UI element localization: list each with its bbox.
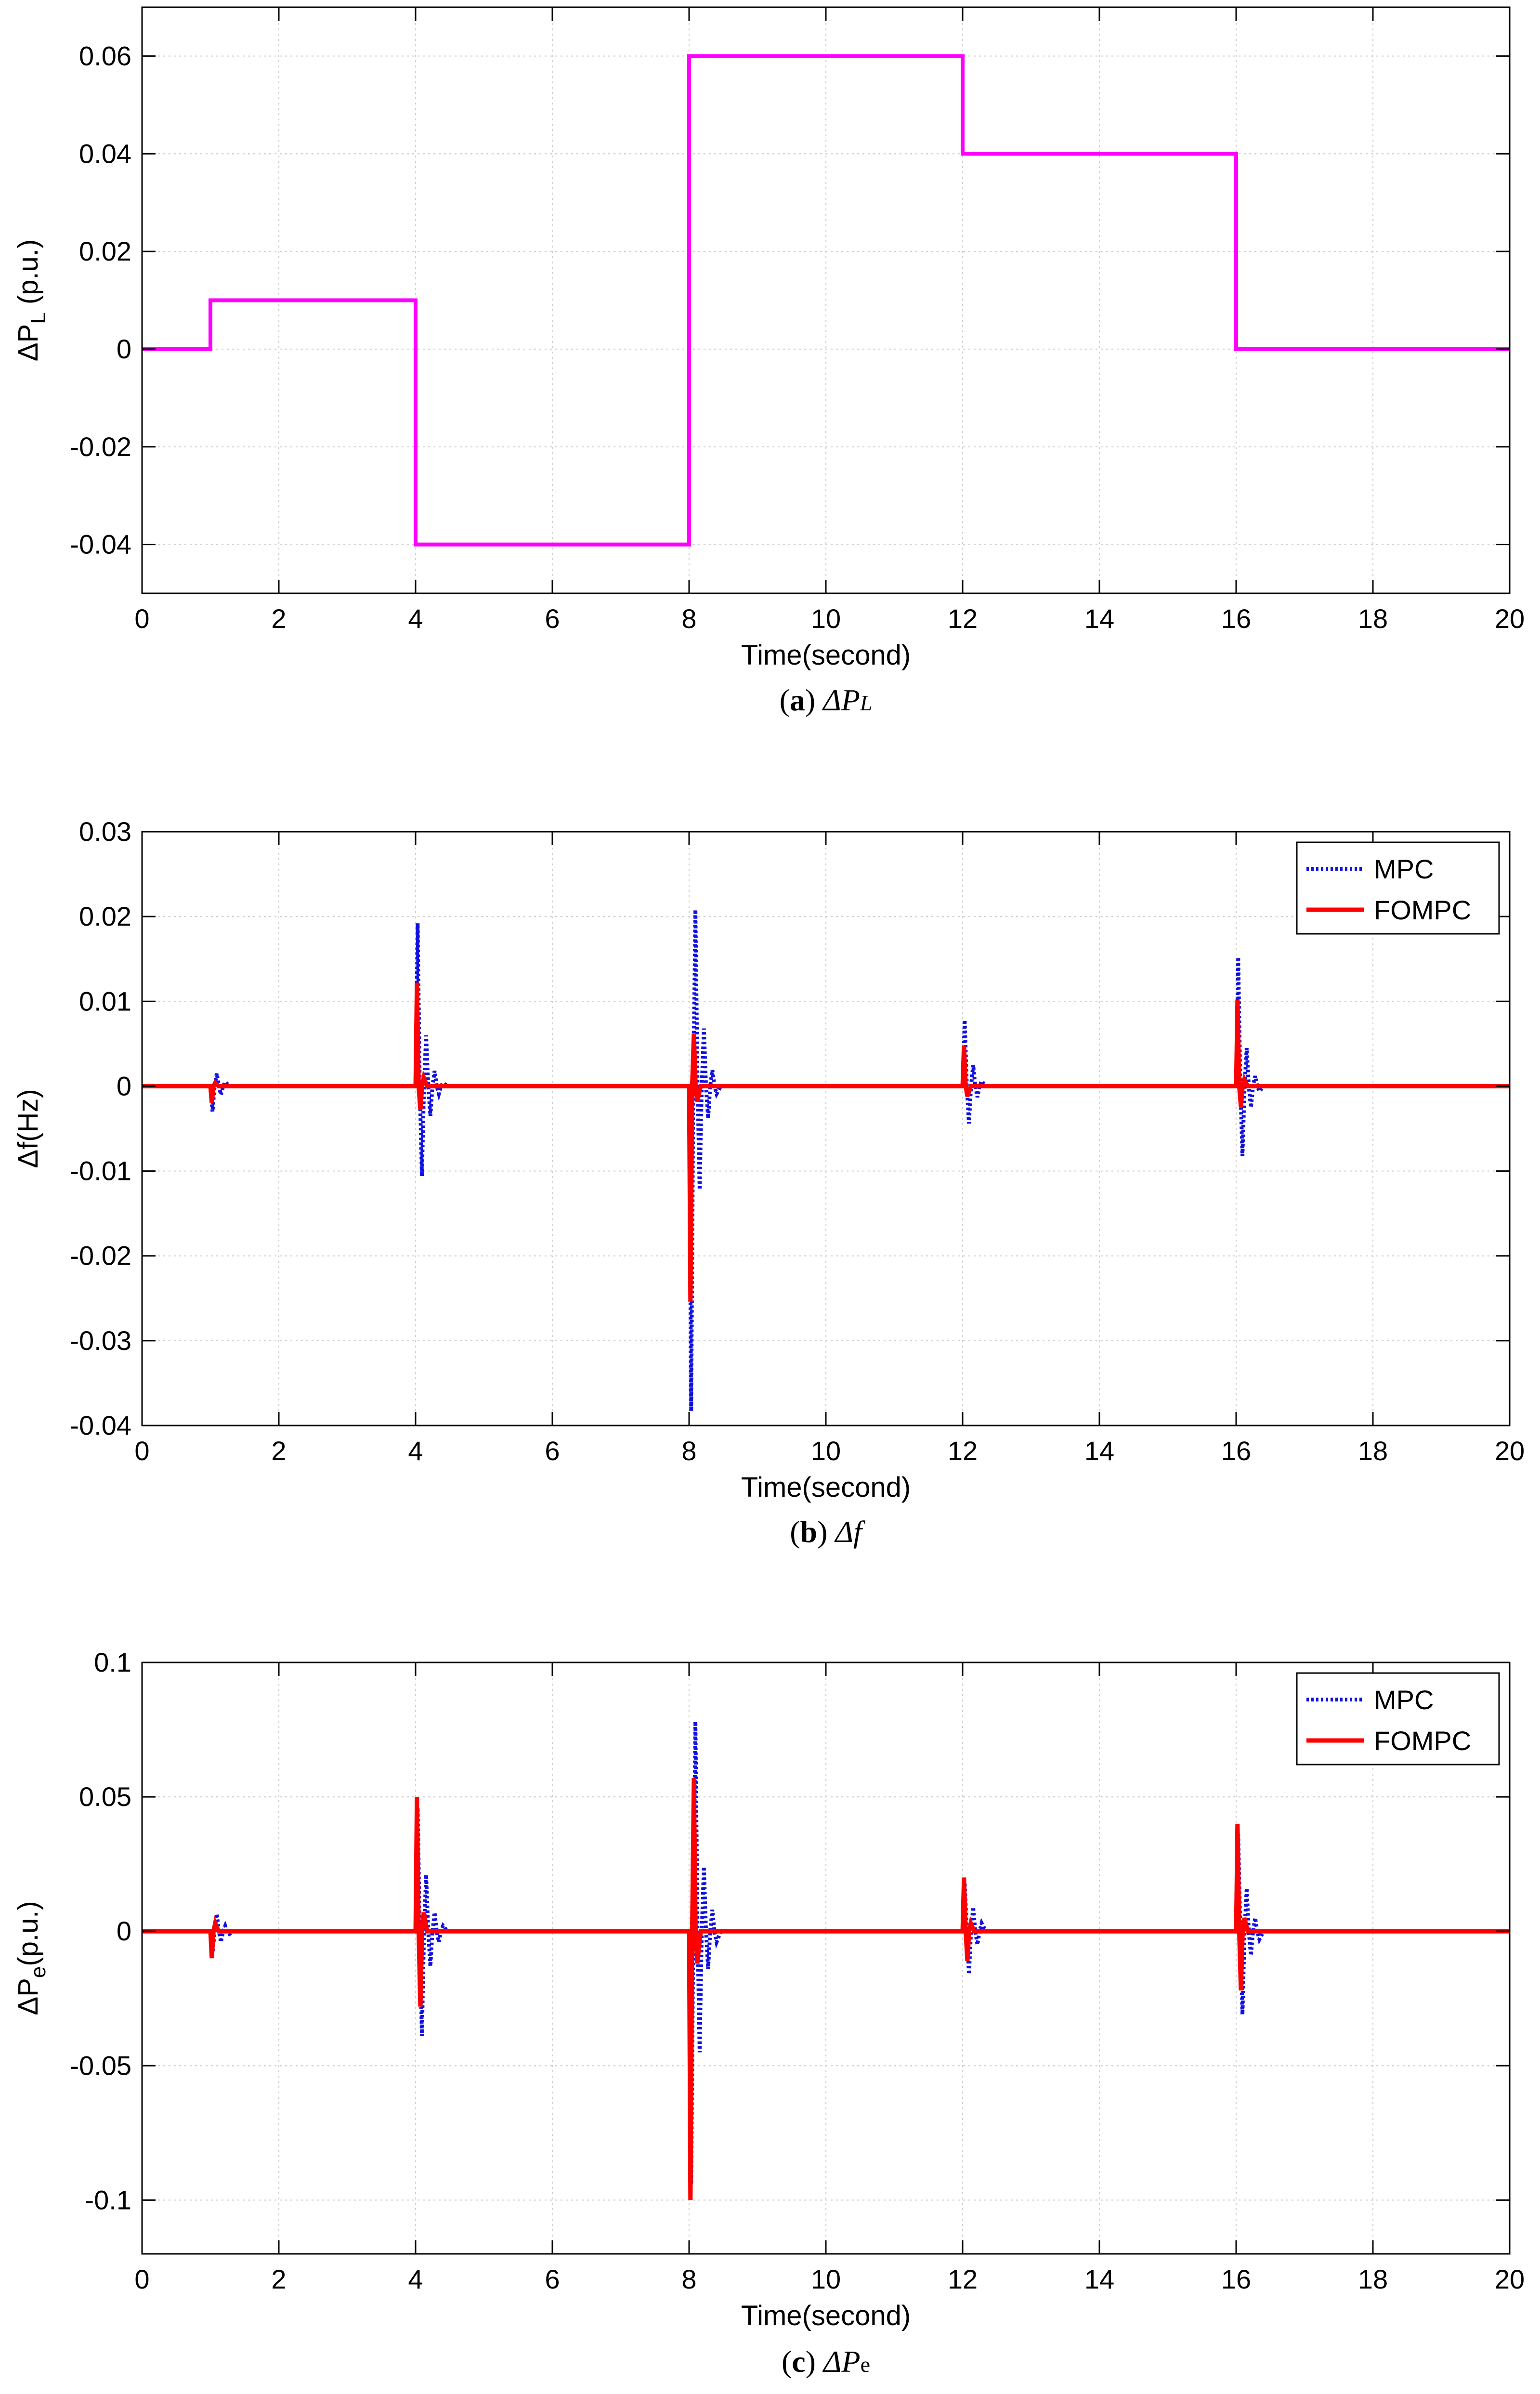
y-tick-label: -0.02 [70, 432, 131, 462]
y-axis-label: ΔPL (p.u.) [13, 239, 50, 361]
y-tick-label: 0.02 [79, 901, 131, 931]
x-tick-label: 6 [545, 603, 560, 634]
x-tick-label: 10 [811, 603, 841, 634]
y-tick-label: 0.02 [79, 236, 131, 266]
x-tick-label: 20 [1495, 603, 1525, 634]
x-tick-label: 12 [948, 1436, 978, 1466]
x-tick-label: 14 [1084, 603, 1114, 634]
x-tick-label: 6 [545, 2264, 560, 2294]
y-tick-label: 0 [117, 334, 131, 364]
y-tick-label: -0.1 [85, 2185, 132, 2215]
series-line-mpc [142, 910, 1510, 1412]
x-tick-label: 0 [134, 603, 149, 634]
legend-label-mpc: MPC [1374, 1685, 1434, 1715]
y-tick-label: 0.01 [79, 986, 131, 1016]
y-tick-label: 0.04 [79, 138, 131, 169]
x-tick-label: 12 [948, 2264, 978, 2294]
panel-caption: (c) ΔPe [782, 2344, 870, 2379]
legend: MPC FOMPC [1296, 1672, 1500, 1766]
x-tick-label: 14 [1084, 1436, 1114, 1466]
x-tick-label: 20 [1495, 1436, 1525, 1466]
x-tick-label: 16 [1221, 603, 1251, 634]
legend-label-mpc: MPC [1374, 854, 1434, 884]
y-tick-label: 0.1 [94, 1647, 131, 1677]
x-tick-label: 0 [134, 1436, 149, 1466]
legend-box [1296, 841, 1500, 935]
y-tick-label: -0.05 [70, 2050, 131, 2080]
x-tick-label: 0 [134, 2264, 149, 2294]
x-tick-label: 18 [1358, 1436, 1388, 1466]
x-tick-label: 20 [1495, 2264, 1525, 2294]
x-axis-label: Time(second) [741, 2300, 911, 2331]
legend-label-fompc: FOMPC [1374, 1726, 1471, 1756]
y-tick-label: 0 [117, 1071, 131, 1101]
x-tick-label: 16 [1221, 1436, 1251, 1466]
x-tick-label: 16 [1221, 2264, 1251, 2294]
x-tick-label: 8 [681, 1436, 696, 1466]
y-tick-label: -0.02 [70, 1241, 131, 1271]
x-tick-label: 6 [545, 1436, 560, 1466]
chart-panel-b: 0 2 4 6 8 10 12 14 16 18 20 -0.04 -0.03 -0.02 -0.01 0 0.… [13, 816, 1525, 1549]
x-tick-label: 4 [408, 2264, 423, 2294]
x-tick-label: 2 [271, 2264, 286, 2294]
y-tick-label: -0.04 [70, 1410, 131, 1440]
x-tick-label: 2 [271, 603, 286, 634]
x-tick-label: 8 [681, 603, 696, 634]
legend: MPC FOMPC [1296, 841, 1500, 935]
y-axis-label: Δf(Hz) [13, 1089, 44, 1168]
y-tick-label: -0.04 [70, 529, 131, 560]
series-line--p-l [142, 54, 1510, 547]
y-tick-label: 0 [117, 1916, 131, 1946]
y-tick-label: 0.05 [79, 1781, 131, 1812]
series-line-fompc [142, 982, 1510, 1302]
y-axis-label: ΔPe(p.u.) [13, 1901, 50, 2015]
x-tick-label: 18 [1358, 603, 1388, 634]
x-axis-label: Time(second) [741, 640, 911, 671]
x-tick-label: 18 [1358, 2264, 1388, 2294]
panel-caption: (b) Δf [790, 1515, 866, 1549]
x-tick-label: 4 [408, 1436, 423, 1466]
y-tick-label: 0.06 [79, 40, 131, 71]
y-tick-label: -0.01 [70, 1156, 131, 1186]
panel-caption: (a) ΔPL [780, 683, 873, 717]
chart-panel-c: 0 2 4 6 8 10 12 14 16 18 20 -0.1 -0.05 0 0.05 0.1 Time(s… [13, 1647, 1525, 2379]
y-tick-label: -0.03 [70, 1325, 131, 1356]
x-tick-label: 8 [681, 2264, 696, 2294]
x-tick-label: 10 [811, 2264, 841, 2294]
legend-box [1296, 1672, 1500, 1766]
x-axis-label: Time(second) [741, 1472, 911, 1503]
chart-panel-a: 0 2 4 6 8 10 12 14 16 18 20 -0.04 -0.02 0 0.02 0.04 0.06… [13, 6, 1525, 717]
legend-label-fompc: FOMPC [1374, 895, 1471, 925]
x-tick-label: 10 [811, 1436, 841, 1466]
x-tick-label: 4 [408, 603, 423, 634]
x-tick-label: 2 [271, 1436, 286, 1466]
x-tick-label: 14 [1084, 2264, 1114, 2294]
x-tick-label: 12 [948, 603, 978, 634]
y-tick-label: 0.03 [79, 816, 131, 847]
series-line-fompc [142, 1778, 1510, 2200]
